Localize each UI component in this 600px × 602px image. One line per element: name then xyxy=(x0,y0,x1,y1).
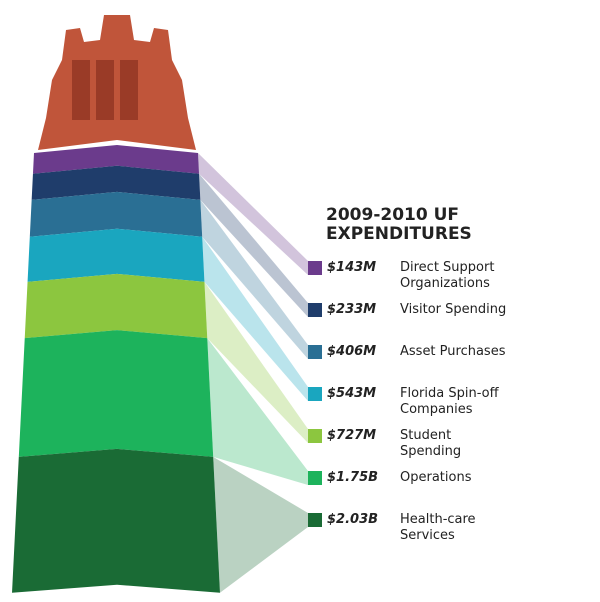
tower-segment xyxy=(24,273,208,339)
connector xyxy=(200,199,308,359)
connector xyxy=(207,338,308,485)
value-label: $233M xyxy=(327,302,377,317)
legend-label: Operations xyxy=(400,470,472,485)
tower-segment xyxy=(29,191,203,237)
legend-label: Visitor Spending xyxy=(400,302,507,317)
legend-swatch xyxy=(308,429,322,443)
value-label: $543M xyxy=(327,386,377,401)
legend-label: Student Spending xyxy=(400,428,462,459)
legend-swatch xyxy=(308,345,322,359)
legend-swatch xyxy=(308,387,322,401)
legend-label: Florida Spin-off Companies xyxy=(400,386,499,417)
chart-title: 2009-2010 UF EXPENDITURES xyxy=(326,205,472,244)
value-label: $727M xyxy=(327,428,377,443)
tower-segment xyxy=(18,330,214,457)
value-label: $2.03B xyxy=(327,512,379,527)
value-label: $406M xyxy=(327,344,377,359)
tower-segment xyxy=(32,145,200,174)
tower-segment xyxy=(12,448,220,593)
legend-label: Asset Purchases xyxy=(400,344,506,359)
tower-segment xyxy=(27,228,205,282)
legend-label: Health-care Services xyxy=(400,512,476,543)
connector xyxy=(213,456,308,593)
legend-swatch xyxy=(308,513,322,527)
value-label: $143M xyxy=(327,260,377,275)
value-label: $1.75B xyxy=(327,470,379,485)
legend-swatch xyxy=(308,303,322,317)
connector xyxy=(199,173,308,317)
legend-swatch xyxy=(308,471,322,485)
legend-label: Direct Support Organizations xyxy=(400,260,495,291)
connector xyxy=(198,153,308,275)
legend-swatch xyxy=(308,261,322,275)
tower-segment xyxy=(31,165,201,200)
connector xyxy=(202,236,308,401)
tower-top xyxy=(38,15,196,150)
connector xyxy=(204,281,308,443)
